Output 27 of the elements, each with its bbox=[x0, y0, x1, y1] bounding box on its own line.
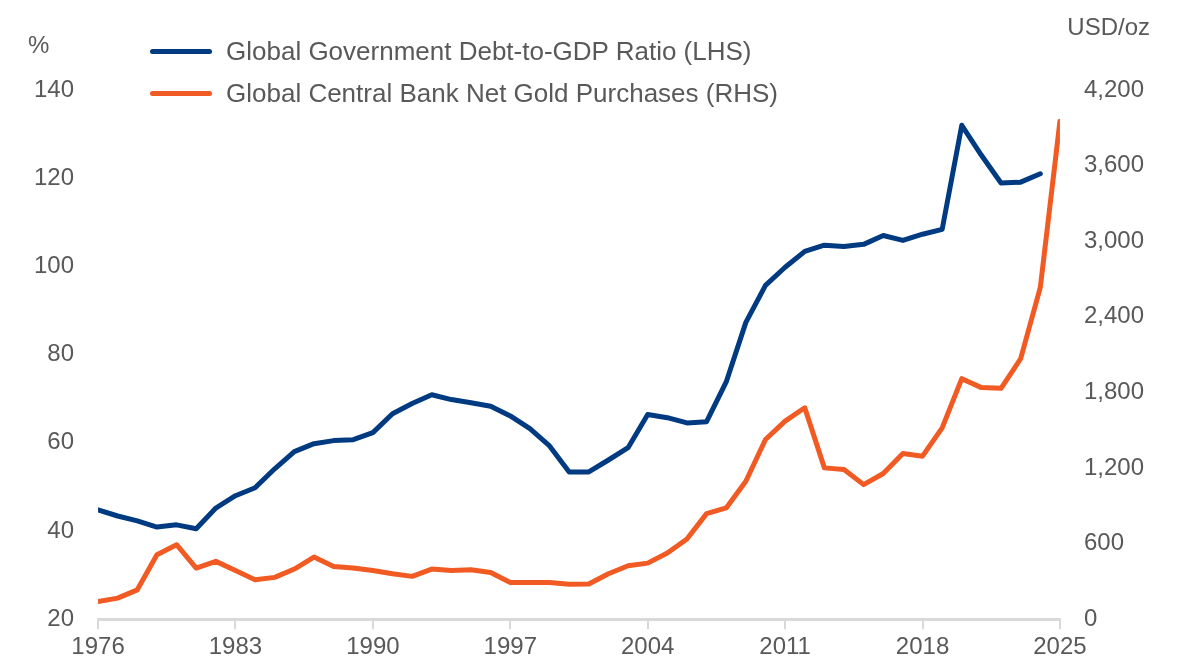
legend-label: Global Government Debt-to-GDP Ratio (LHS) bbox=[226, 35, 752, 68]
y-tick-label: 120 bbox=[34, 162, 75, 190]
y2-tick-label: 1,800 bbox=[1083, 377, 1144, 405]
y2-tick-label: 3,600 bbox=[1083, 150, 1144, 178]
y2-tick-label: 600 bbox=[1083, 528, 1124, 556]
y2-tick-label: 4,200 bbox=[1083, 74, 1144, 102]
y-tick-label: 80 bbox=[47, 339, 75, 367]
x-tick-label: 2011 bbox=[759, 632, 811, 660]
y-tick-label: 100 bbox=[34, 251, 75, 279]
y2-tick-label: 0 bbox=[1083, 603, 1098, 631]
x-tick-label: 1983 bbox=[208, 632, 263, 660]
y-tick-label: 140 bbox=[34, 74, 75, 102]
x-tick-label: 2018 bbox=[895, 632, 950, 660]
x-tick-label: 1997 bbox=[483, 632, 537, 660]
y-tick-label: 40 bbox=[47, 515, 75, 543]
y2-tick-label: 3,000 bbox=[1083, 225, 1144, 253]
y-tick-label: 20 bbox=[47, 603, 75, 631]
legend-label: Global Central Bank Net Gold Purchases (RHS) bbox=[226, 77, 779, 110]
y2-tick-label: 1,200 bbox=[1083, 452, 1144, 480]
x-tick-label: 1990 bbox=[346, 632, 400, 660]
y2-axis-title: USD/oz bbox=[1067, 12, 1150, 40]
x-tick-label: 2004 bbox=[621, 632, 675, 660]
y2-tick-label: 2,400 bbox=[1083, 301, 1144, 329]
x-tick-label: 2025 bbox=[1033, 632, 1087, 660]
y-tick-label: 60 bbox=[47, 427, 75, 455]
x-tick-label: 1976 bbox=[71, 632, 125, 660]
y-axis-title: % bbox=[28, 30, 50, 58]
